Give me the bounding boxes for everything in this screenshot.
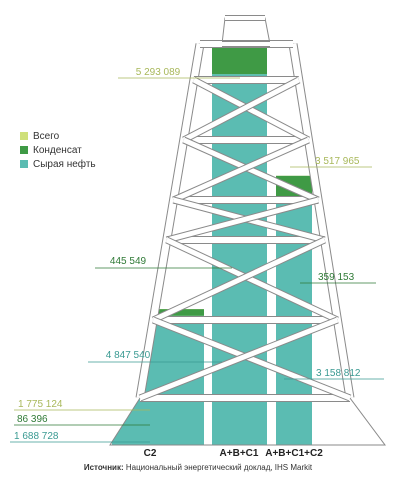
category-label-3: A+B+C1+C2	[265, 448, 323, 459]
label-abc1-condensate: 445 549	[110, 256, 147, 267]
brace-a-5	[165, 237, 339, 323]
legend-swatch-condensate	[20, 146, 28, 154]
legend-label-condensate: Конденсат	[33, 144, 82, 156]
legend-label-crude: Сырая нефть	[33, 158, 96, 170]
brace-b-4	[166, 197, 319, 243]
label-c2-total: 1 775 124	[18, 399, 63, 410]
bar-crude-2	[212, 74, 267, 445]
category-labels: C2 A+B+C1 A+B+C1+C2	[144, 448, 324, 459]
brace-b-2	[182, 77, 300, 143]
bar-group-3	[276, 175, 312, 446]
source-note: Источник: Национальный энергетический до…	[0, 463, 396, 472]
label-all-total: 3 517 965	[315, 156, 360, 167]
legend-swatch-crude	[20, 160, 28, 168]
right-leg	[289, 43, 354, 399]
category-label-1: C2	[144, 448, 157, 459]
legend-item-total: Всего	[20, 129, 96, 143]
bars-layer	[112, 40, 312, 446]
brace-a-3	[182, 137, 320, 203]
left-leg	[136, 43, 204, 399]
label-c2-crude: 1 688 728	[14, 431, 59, 442]
label-abc1-crude: 4 847 540	[106, 350, 151, 361]
label-all-condensate: 359 153	[318, 272, 355, 283]
brace-b-5	[152, 237, 326, 323]
source-text: Национальный энергетический доклад, IHS …	[125, 463, 313, 472]
brace-a-6	[152, 317, 351, 401]
legend-label-total: Всего	[33, 130, 60, 142]
legend: Всего Конденсат Сырая нефть	[20, 129, 96, 171]
legend-item-crude: Сырая нефть	[20, 157, 96, 171]
legend-item-condensate: Конденсат	[20, 143, 96, 157]
label-c2-condensate: 86 396	[17, 414, 48, 425]
category-label-2: A+B+C1	[220, 448, 259, 459]
brace-b-3	[172, 137, 310, 203]
brace-b-6	[139, 317, 339, 401]
label-abc1-total: 5 293 089	[136, 67, 181, 78]
brace-a-2	[192, 77, 310, 143]
value-labels: 5 293 089 445 549 4 847 540 3 517 965 359 15…	[10, 67, 384, 443]
source-label: Источник:	[83, 463, 124, 472]
label-all-crude: 3 158 812	[316, 368, 361, 379]
legend-swatch-total	[20, 132, 28, 140]
derrick-frame	[109, 15, 386, 446]
